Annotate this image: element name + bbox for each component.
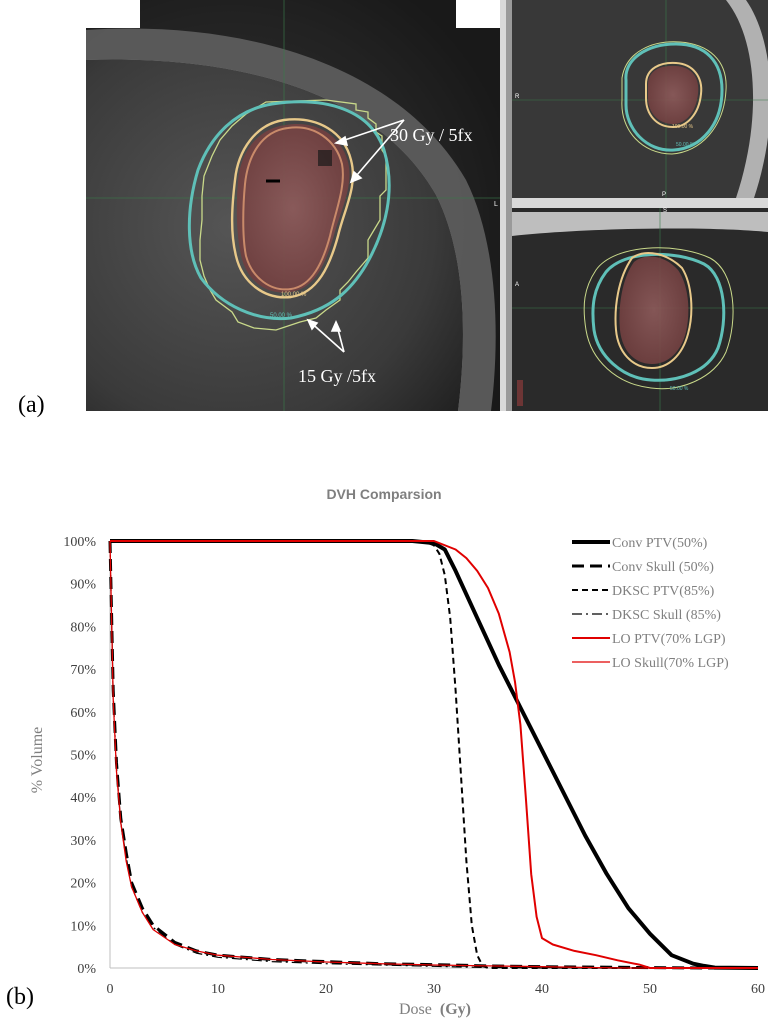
bottom-right-view: 50.00 % S A — [512, 208, 768, 411]
panel-b-label: (b) — [6, 984, 34, 1010]
y-tick-label: 100% — [63, 535, 96, 550]
y-axis-title: % Volume — [29, 727, 46, 794]
series-line-3 — [109, 540, 758, 969]
annotation-arrows — [306, 119, 405, 353]
series-line-2 — [110, 540, 758, 969]
x-axis-title-text: Dose — [399, 1001, 432, 1018]
y-tick-label: 60% — [70, 706, 96, 721]
iso50-small-label: 50.00 % — [676, 142, 695, 148]
legend-label: LO Skull(70% LGP) — [612, 656, 729, 671]
y-tick-label: 70% — [70, 663, 96, 678]
panel-a-label: (a) — [18, 392, 45, 418]
y-tick-label: 20% — [70, 877, 96, 892]
y-tick-label: 40% — [70, 791, 96, 806]
x-tick-label: 60 — [751, 982, 765, 997]
x-tick-label: 30 — [427, 982, 441, 997]
top-right-view: 100.00 % 50.00 % R P — [512, 0, 768, 198]
legend-label: Conv Skull (50%) — [612, 560, 714, 575]
y-tick-label: 50% — [70, 749, 96, 764]
main-view: 30 Gy / 5fx 15 Gy /5fx 100.00 % 50.00 % … — [86, 0, 500, 411]
y-tick-label: 10% — [70, 919, 96, 934]
y-tick-label: 80% — [70, 620, 96, 635]
legend-label: Conv PTV(50%) — [612, 536, 708, 551]
y-tick-label: 0% — [77, 962, 96, 977]
x-tick-label: 10 — [211, 982, 225, 997]
x-tick-label: 0 — [107, 982, 114, 997]
x-axis-title-unit: (Gy) — [440, 1001, 471, 1018]
iso100-small-label: 100.00 % — [672, 124, 694, 130]
orient-S: S — [663, 208, 667, 214]
iso50-bottom-label: 50.00 % — [670, 386, 689, 392]
dvh-chart: 0% 10% 20% 30% 40% 50% 60% 70% 80% 90% 100% 0 10 20 30… — [29, 535, 765, 1018]
legend-label: DKSC PTV(85%) — [612, 584, 715, 599]
x-tick-label: 20 — [319, 982, 333, 997]
series-line-0 — [110, 539, 759, 970]
ct-image-composite: 30 Gy / 5fx 15 Gy /5fx 100.00 % 50.00 % … — [86, 0, 768, 411]
x-tick-label: 40 — [535, 982, 549, 997]
series-line-1 — [108, 540, 758, 970]
annotation-30gy: 30 Gy / 5fx — [390, 125, 473, 145]
y-tick-label: 90% — [70, 578, 96, 593]
orient-A: A — [515, 282, 519, 288]
series-line-4 — [110, 540, 758, 969]
chart-title: DVH Comparsion — [326, 486, 442, 502]
series-line-5 — [109, 540, 758, 969]
iso100-label: 100.00 % — [281, 292, 307, 298]
legend-label: LO PTV(70% LGP) — [612, 632, 726, 647]
orient-L: L — [494, 201, 498, 208]
orient-P: P — [662, 192, 666, 198]
x-axis-title: Dose (Gy) — [399, 1001, 471, 1018]
annotation-15gy: 15 Gy /5fx — [298, 366, 376, 386]
legend-label: DKSC Skull (85%) — [612, 608, 721, 623]
x-tick-label: 50 — [643, 982, 657, 997]
iso50-label: 50.00 % — [270, 313, 293, 319]
orient-R: R — [515, 94, 520, 100]
y-tick-label: 30% — [70, 834, 96, 849]
